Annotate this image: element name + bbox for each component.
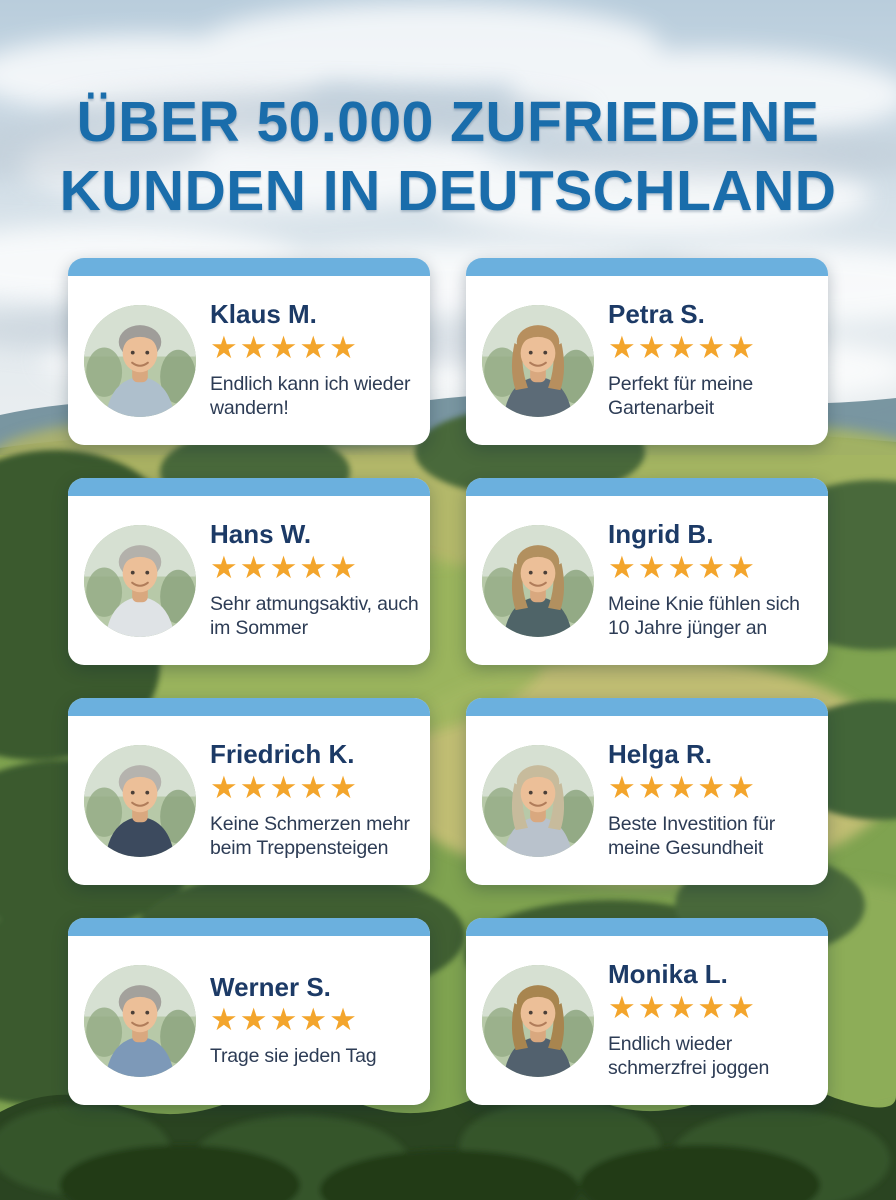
testimonial-card: Friedrich K. ★★★★★ Keine Schmerzen mehr …: [68, 698, 430, 885]
star-rating: ★★★★★: [210, 770, 359, 807]
customer-name: Werner S.: [210, 971, 331, 1002]
review-text: Keine Schmerzen mehr beim Treppensteigen: [210, 812, 410, 860]
review-text: Beste Investition für meine Gesundheit: [608, 812, 776, 860]
avatar: [482, 304, 594, 417]
customer-name: Petra S.: [608, 299, 705, 330]
review-text: Sehr atmungsaktiv, auch im Sommer: [210, 592, 419, 640]
star-rating: ★★★★★: [608, 330, 757, 367]
page-title: ÜBER 50.000 ZUFRIEDENE KUNDEN IN DEUTSCHL…: [0, 88, 896, 225]
card-accent-bar: [68, 478, 430, 496]
star-rating: ★★★★★: [608, 770, 757, 807]
avatar: [482, 744, 594, 857]
card-accent-bar: [68, 258, 430, 276]
testimonial-card: Petra S. ★★★★★ Perfekt für meine Gartena…: [466, 258, 828, 445]
card-accent-bar: [466, 698, 828, 716]
star-rating: ★★★★★: [210, 1002, 359, 1039]
card-accent-bar: [466, 258, 828, 276]
review-text: Perfekt für meine Gartenarbeit: [608, 372, 754, 420]
testimonial-card: Ingrid B. ★★★★★ Meine Knie fühlen sich 1…: [466, 478, 828, 665]
review-text: Meine Knie fühlen sich 10 Jahre jünger a…: [608, 592, 800, 640]
avatar: [482, 524, 594, 637]
avatar: [84, 744, 196, 857]
page-title-line2: KUNDEN IN DEUTSCHLAND: [59, 158, 837, 223]
avatar: [84, 524, 196, 637]
testimonial-card: Monika L. ★★★★★ Endlich wieder schmerzfr…: [466, 918, 828, 1105]
review-text: Endlich wieder schmerzfrei joggen: [608, 1032, 770, 1080]
review-text: Endlich kann ich wieder wandern!: [210, 372, 411, 420]
star-rating: ★★★★★: [210, 550, 359, 587]
avatar: [84, 304, 196, 417]
customer-name: Klaus M.: [210, 299, 317, 330]
card-accent-bar: [466, 478, 828, 496]
testimonial-card: Werner S. ★★★★★ Trage sie jeden Tag: [68, 918, 430, 1105]
card-accent-bar: [68, 918, 430, 936]
testimonial-card: Hans W. ★★★★★ Sehr atmungsaktiv, auch im…: [68, 478, 430, 665]
card-accent-bar: [68, 698, 430, 716]
customer-name: Hans W.: [210, 519, 312, 550]
customer-name: Friedrich K.: [210, 739, 355, 770]
review-text: Trage sie jeden Tag: [210, 1044, 377, 1067]
testimonial-card: Klaus M. ★★★★★ Endlich kann ich wieder w…: [68, 258, 430, 445]
card-accent-bar: [466, 918, 828, 936]
avatar: [84, 964, 196, 1077]
customer-name: Ingrid B.: [608, 519, 714, 550]
customer-name: Helga R.: [608, 739, 713, 770]
avatar: [482, 964, 594, 1077]
star-rating: ★★★★★: [210, 330, 359, 367]
page-title-line1: ÜBER 50.000 ZUFRIEDENE: [76, 90, 820, 155]
customer-name: Monika L.: [608, 959, 728, 990]
star-rating: ★★★★★: [608, 550, 757, 587]
testimonial-grid: Klaus M. ★★★★★ Endlich kann ich wieder w…: [68, 258, 828, 1105]
testimonial-card: Helga R. ★★★★★ Beste Investition für mei…: [466, 698, 828, 885]
star-rating: ★★★★★: [608, 990, 757, 1027]
